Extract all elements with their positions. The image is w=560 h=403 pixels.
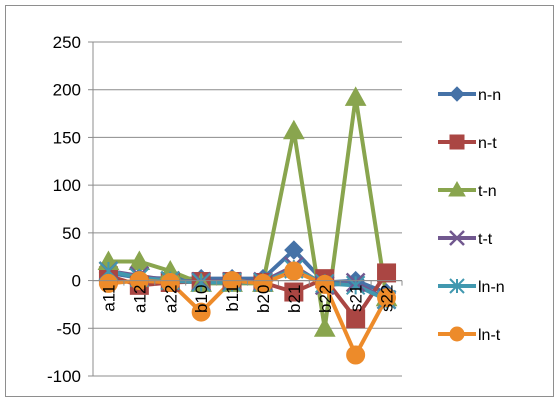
x-tick-label: s21 (347, 285, 366, 312)
series-lines (107, 95, 389, 358)
data-point-t-n-s21 (344, 86, 367, 106)
data-point-ln-t-b20 (253, 273, 273, 293)
legend-marker (448, 180, 466, 197)
x-axis: a11 a12 a22 b10 b11 b20 b21 b22 s21 s22 (92, 280, 403, 313)
legend-item-n-n: n-n (438, 86, 501, 104)
line-chart: -100 -50 0 50 100 150 200 250 a11 a12 a22 b10 b11 b2… (47, 33, 505, 386)
y-tick-label: 150 (53, 128, 81, 147)
y-tick-label: 0 (72, 272, 81, 291)
x-tick-label: a22 (161, 285, 180, 313)
legend-item-ln-n: ln-n (438, 278, 505, 296)
y-tick-label: -50 (56, 319, 81, 338)
data-point-ln-t-a11 (98, 273, 118, 293)
legend-item-t-n: t-n (438, 180, 497, 200)
y-axis: -100 -50 0 50 100 150 200 250 (47, 33, 94, 386)
y-tick-label: 250 (53, 33, 81, 52)
y-tick-label: 50 (62, 224, 81, 243)
legend-label: t-n (478, 183, 497, 200)
data-point-ln-t-b22 (315, 274, 335, 294)
chart-frame: -100 -50 0 50 100 150 200 250 a11 a12 a22 b10 b11 b2… (5, 5, 554, 397)
legend-marker (449, 134, 465, 150)
legend-item-t-t: t-t (438, 230, 493, 248)
x-tick-label: a12 (130, 285, 149, 313)
x-tick-label: a11 (99, 285, 118, 312)
data-point-ln-n-s21 (345, 275, 366, 296)
data-point-ln-t-a22 (160, 272, 180, 292)
legend-marker (449, 86, 465, 102)
x-tick-label: b22 (316, 285, 335, 313)
x-tick-label: b10 (192, 285, 211, 313)
data-point-ln-t-b21 (284, 261, 304, 281)
legend-label: n-n (478, 87, 501, 104)
x-tick-label: b21 (285, 285, 304, 313)
series-markers (97, 86, 398, 365)
x-tick-label: s22 (378, 285, 397, 312)
legend-marker (449, 230, 465, 246)
data-point-ln-n-b10 (191, 272, 211, 293)
legend-item-n-t: n-t (438, 134, 497, 152)
y-tick-label: -100 (47, 367, 81, 386)
data-point-n-t-s22 (377, 263, 397, 283)
y-tick-label: 100 (53, 176, 81, 195)
legend-marker (449, 278, 465, 294)
legend-marker (449, 326, 465, 342)
legend: n-n n-t t-n t-t ln-n ln-t (438, 86, 505, 344)
legend-label: t-t (478, 231, 493, 248)
data-point-t-n-b21 (283, 119, 305, 140)
legend-item-ln-t: ln-t (438, 326, 501, 344)
data-point-t-n-b22 (313, 317, 336, 337)
data-point-ln-t-s21 (346, 345, 366, 365)
data-point-ln-t-b10 (191, 302, 211, 322)
x-tick-label: b11 (223, 285, 242, 312)
data-point-n-t-b21 (284, 282, 304, 302)
data-point-ln-t-s22 (377, 288, 397, 308)
data-point-n-t-s21 (346, 309, 366, 329)
legend-label: n-t (478, 135, 497, 152)
x-tick-label: b20 (254, 285, 273, 313)
legend-label: ln-n (478, 279, 505, 296)
y-tick-label: 200 (53, 81, 81, 100)
series-line-t-n (108, 95, 389, 331)
data-point-n-n-b21 (284, 240, 304, 260)
legend-label: ln-t (478, 327, 501, 344)
